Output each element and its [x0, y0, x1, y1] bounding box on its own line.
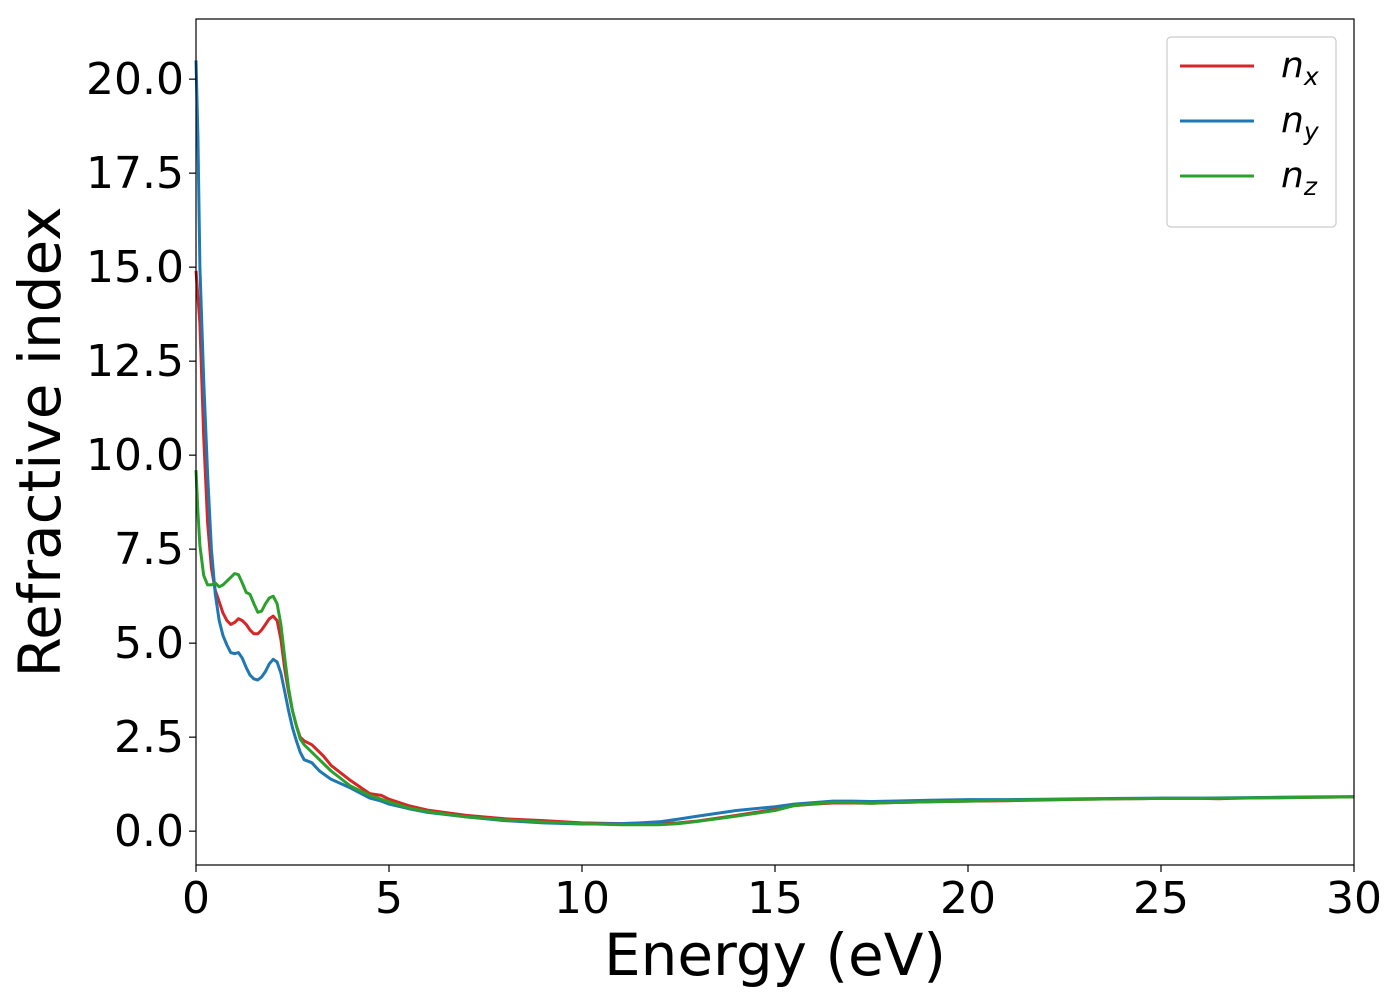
y-tick-label: 7.5 [114, 524, 184, 575]
x-tick-label: 5 [375, 873, 403, 924]
y-tick-label: 0.0 [114, 806, 184, 857]
y-tick-label: 12.5 [86, 336, 184, 387]
x-tick-label: 15 [747, 873, 803, 924]
y-tick-label: 15.0 [86, 242, 184, 293]
legend-label-subscript: y [1303, 117, 1320, 146]
y-tick-label: 10.0 [86, 430, 184, 481]
y-tick-label: 17.5 [86, 148, 184, 199]
x-tick-label: 20 [940, 873, 996, 924]
legend-label-subscript: z [1303, 172, 1318, 201]
legend-label-subscript: x [1303, 62, 1319, 91]
series-line-nx [194, 270, 1355, 826]
x-axis-title: Energy (eV) [604, 921, 946, 989]
y-tick-label: 2.5 [114, 712, 184, 763]
y-axis-ticks: 0.0 2.5 5.0 7.5 10.0 12.5 15.0 17.5 20.0 [86, 54, 196, 857]
series-line-nz [194, 470, 1355, 827]
x-tick-label: 25 [1133, 873, 1189, 924]
x-tick-label: 10 [554, 873, 610, 924]
series-layer [194, 60, 1355, 827]
y-axis-title: Refractive index [6, 206, 74, 677]
x-axis-ticks: 0 5 10 15 20 25 30 [182, 865, 1382, 924]
x-tick-label: 0 [182, 873, 210, 924]
y-tick-label: 5.0 [114, 618, 184, 669]
legend-box [1166, 36, 1337, 228]
x-tick-label: 30 [1326, 873, 1382, 924]
y-tick-label: 20.0 [86, 54, 184, 105]
